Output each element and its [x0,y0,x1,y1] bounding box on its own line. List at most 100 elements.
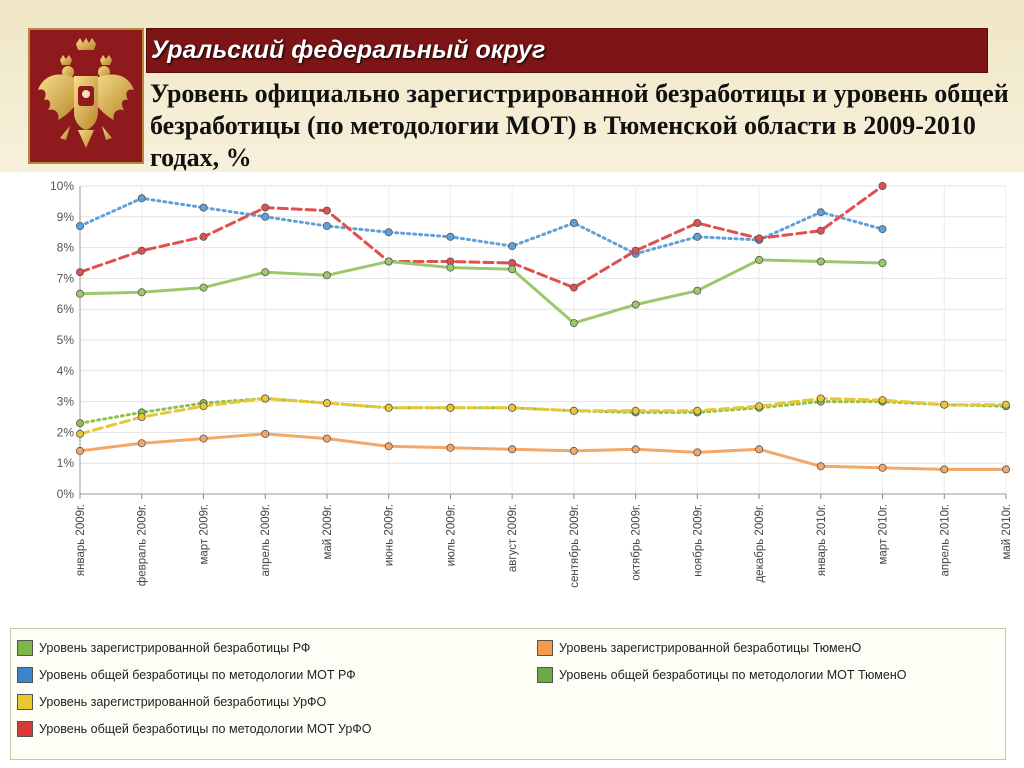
data-point [199,203,208,212]
y-tick-label: 2% [57,425,75,439]
data-point [446,443,455,452]
legend-swatch [537,667,553,683]
region-title: Уральский федеральный округ [151,36,546,64]
data-point [199,283,208,292]
data-point [76,446,85,455]
data-point [878,463,887,472]
y-tick-label: 4% [57,364,75,378]
x-tick-label: сентябрь 2009г. [569,504,581,588]
data-point [322,399,331,408]
data-point [261,394,270,403]
x-tick-label: октябрь 2009г. [631,504,643,581]
legend-swatch [17,667,33,683]
x-tick-label: апрель 2009г. [260,504,272,577]
y-tick-label: 9% [57,210,75,224]
chart-legend: Уровень зарегистрированной безработицы Р… [10,628,1006,760]
series-line-6 [78,258,884,325]
double-headed-eagle-icon [38,38,134,148]
data-point [816,208,825,217]
series-line-5 [78,432,1008,471]
data-point [631,300,640,309]
data-point [384,228,393,237]
data-point [199,232,208,241]
x-tick-label: июль 2009г. [445,504,457,566]
data-point [816,462,825,471]
data-point [137,412,146,421]
data-point [76,268,85,277]
legend-swatch [537,640,553,656]
data-point [693,286,702,295]
legend-item: Уровень общей безработицы по методологии… [17,664,356,686]
x-tick-label: апрель 2010г. [939,504,951,577]
y-tick-label: 1% [57,456,75,470]
data-point [693,448,702,457]
data-point [508,265,517,274]
series-line-3 [78,397,1008,436]
data-point [878,225,887,234]
data-point [137,246,146,255]
x-tick-label: январь 2009г. [75,504,87,576]
data-point [446,403,455,412]
data-point [816,226,825,235]
series-line-2 [78,196,884,256]
y-tick-label: 0% [57,487,75,501]
data-point [878,259,887,268]
data-point [384,403,393,412]
y-tick-label: 10% [50,179,74,193]
data-point [693,219,702,228]
x-tick-label: май 2009г. [322,504,334,560]
data-point [569,406,578,415]
data-point [322,271,331,280]
y-tick-label: 5% [57,333,75,347]
data-point [76,419,85,428]
coat-of-arms-emblem [28,28,144,164]
data-point [199,434,208,443]
data-point [755,445,764,454]
series-line-1 [78,397,1008,425]
legend-item: Уровень зарегистрированной безработицы Р… [17,637,310,659]
data-point [508,403,517,412]
data-point [446,263,455,272]
series-line-4 [78,184,884,290]
data-point [569,283,578,292]
x-tick-label: ноябрь 2009г. [692,504,704,577]
data-point [384,442,393,451]
data-point [631,406,640,415]
region-banner: Уральский федеральный округ [146,28,988,73]
data-point [1002,465,1011,474]
data-point [755,255,764,264]
data-point [508,445,517,454]
data-point [261,212,270,221]
data-point [137,288,146,297]
data-point [816,394,825,403]
data-point [322,434,331,443]
y-tick-label: 8% [57,241,75,255]
data-point [940,400,949,409]
data-point [508,242,517,251]
data-point [446,232,455,241]
data-point [76,289,85,298]
legend-swatch [17,640,33,656]
y-tick-label: 3% [57,395,75,409]
x-tick-label: июнь 2009г. [384,504,396,566]
legend-label: Уровень зарегистрированной безработицы У… [39,695,327,709]
legend-label: Уровень зарегистрированной безработицы Р… [39,641,311,655]
line-chart: 0% 1% 2% 3% 4% 5% 6% 7% 8% 9% 10% январь 2009г. февр… [50,179,1013,588]
data-point [940,465,949,474]
legend-label: Уровень общей безработицы по методологии… [559,668,907,682]
legend-label: Уровень общей безработицы по методологии… [39,668,356,682]
data-point [569,219,578,228]
data-point [137,194,146,203]
x-tick-label: май 2010г. [1001,504,1013,560]
data-point [878,396,887,405]
data-point [631,246,640,255]
x-tick-label: декабрь 2009г. [754,504,766,583]
data-point [322,222,331,231]
data-point [693,232,702,241]
y-tick-label: 6% [57,302,75,316]
data-point [755,402,764,411]
slide-title: Уровень официально зарегистрированной бе… [150,79,1009,172]
data-point [631,445,640,454]
legend-item: Уровень общей безработицы по методологии… [17,718,372,740]
data-point [569,319,578,328]
